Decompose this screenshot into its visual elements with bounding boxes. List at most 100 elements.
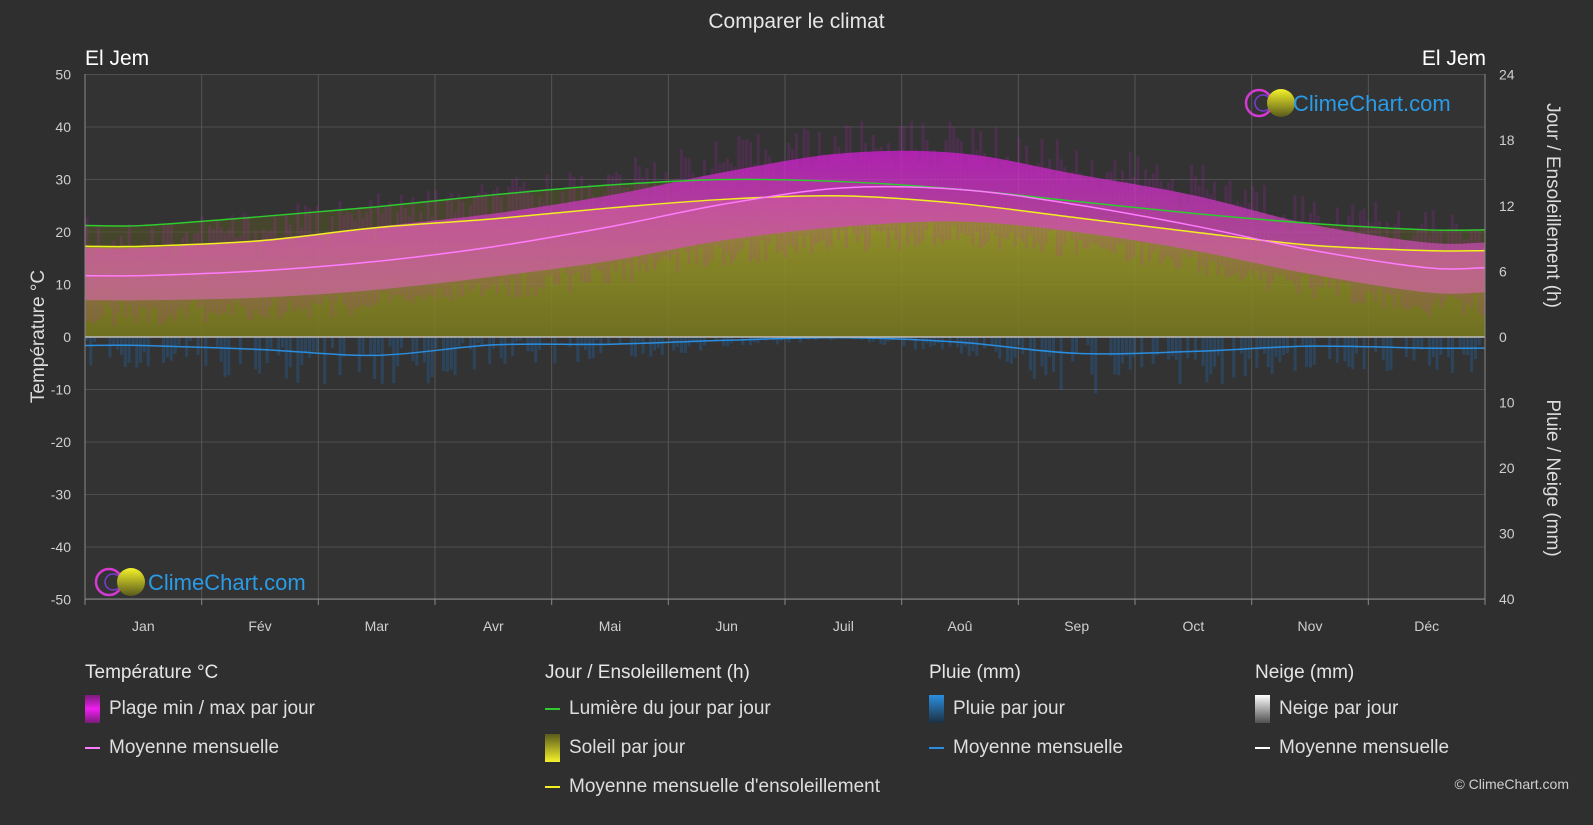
rain-bar — [1010, 337, 1013, 364]
rain-bar — [1117, 337, 1120, 375]
y-left-tick-label: 0 — [63, 329, 71, 345]
rain-bar — [534, 337, 537, 362]
legend-item: Lumière du jour par jour — [545, 698, 880, 720]
rain-bar — [726, 337, 729, 346]
rain-bar — [994, 337, 997, 352]
rain-bar — [1351, 337, 1354, 369]
y-left-tick-label: -20 — [51, 434, 71, 450]
rain-bar — [1205, 337, 1208, 382]
x-tick-label: Nov — [1298, 618, 1323, 634]
snow-mean-line-icon — [1255, 747, 1270, 749]
rain-bar — [998, 337, 1001, 359]
rain-bar — [204, 337, 207, 366]
rain-bar — [461, 337, 464, 343]
sunshine-mean-line-icon — [545, 786, 560, 788]
rain-bar — [937, 337, 940, 343]
rain-bar — [1466, 337, 1469, 355]
legend-label: Moyenne mensuelle — [1279, 737, 1449, 759]
rain-bar — [1451, 337, 1454, 373]
legend-item: Plage min / max par jour — [85, 698, 315, 720]
rain-bar — [1286, 337, 1289, 353]
rain-bar — [634, 337, 637, 357]
y-left-tick-label: -10 — [51, 382, 71, 398]
y-right-top-tick-label: 18 — [1499, 132, 1515, 148]
rain-bar — [434, 337, 437, 348]
rain-bar — [258, 337, 261, 374]
rain-bar — [89, 337, 92, 366]
rain-bar — [1309, 337, 1312, 368]
rain-bar — [488, 337, 491, 364]
legend-rain-title: Pluie (mm) — [929, 662, 1123, 684]
rain-bar — [1232, 337, 1235, 377]
rain-bar — [1432, 337, 1435, 357]
rain-bar — [1470, 337, 1473, 372]
rain-bar — [362, 337, 365, 354]
rain-bar — [680, 337, 683, 353]
rain-bar — [316, 337, 319, 351]
y-right-bottom-tick-label: 20 — [1499, 460, 1515, 476]
rain-bar — [1244, 337, 1247, 376]
rain-bar — [588, 337, 591, 359]
rain-bar — [1459, 337, 1462, 349]
rain-bar — [960, 337, 963, 354]
rain-bar — [914, 337, 917, 349]
rain-bar — [1060, 337, 1063, 390]
rain-bar — [584, 337, 587, 350]
rain-bar — [929, 337, 932, 347]
rain-bar — [450, 337, 453, 370]
y-right-bottom-tick-label: 10 — [1499, 395, 1515, 411]
rain-bar — [270, 337, 273, 348]
x-tick-label: Avr — [483, 618, 504, 634]
rain-bar — [139, 337, 142, 363]
rain-bar — [1167, 337, 1170, 359]
rain-bar — [281, 337, 284, 347]
legend-item: Pluie par jour — [929, 698, 1123, 720]
rain-bar — [695, 337, 698, 343]
rain-bar — [339, 337, 342, 375]
rain-bar — [300, 337, 303, 365]
rain-bar — [400, 337, 403, 348]
x-tick-label: Juil — [833, 618, 854, 634]
snow-swatch-icon — [1255, 695, 1270, 723]
rain-bar — [1175, 337, 1178, 360]
rain-bar — [511, 337, 514, 356]
rain-bar — [749, 337, 752, 345]
rain-bar — [170, 337, 173, 361]
rain-bar — [124, 337, 127, 367]
rain-bar — [1305, 337, 1308, 367]
rain-bar — [1052, 337, 1055, 372]
rain-bar — [1240, 337, 1243, 354]
rain-bar — [373, 337, 376, 379]
x-tick-label: Aoû — [948, 618, 973, 634]
x-tick-label: Sep — [1064, 618, 1089, 634]
rain-bar — [1428, 337, 1431, 366]
x-tick-label: Jan — [132, 618, 155, 634]
rain-bar — [227, 337, 230, 375]
rain-bar — [1040, 337, 1043, 367]
rain-bar — [254, 337, 257, 369]
rain-bar — [504, 337, 507, 364]
rain-bar — [220, 337, 223, 362]
rain-bar — [1094, 337, 1097, 393]
rain-bar — [1087, 337, 1090, 345]
y-left-tick-label: -30 — [51, 487, 71, 503]
legend-label: Neige par jour — [1279, 698, 1398, 720]
rain-bar — [1217, 337, 1220, 355]
y-right-bottom-tick-label: 30 — [1499, 526, 1515, 542]
x-tick-label: Mai — [599, 618, 622, 634]
rain-bar — [1328, 337, 1331, 359]
rain-bar — [1006, 337, 1009, 362]
rain-bar — [1386, 337, 1389, 371]
y-left-tick-label: 30 — [55, 172, 71, 188]
rain-bar — [1478, 337, 1481, 345]
rain-bar — [1171, 337, 1174, 356]
rain-bar — [131, 337, 134, 345]
rain-bar — [216, 337, 219, 348]
rain-bar — [296, 337, 299, 383]
y-right-top-tick-label: 0 — [1499, 329, 1507, 345]
rain-bar — [1447, 337, 1450, 357]
y-left-tick-label: 50 — [55, 67, 71, 83]
rain-bar — [649, 337, 652, 357]
rain-bar — [388, 337, 391, 346]
rain-bar — [174, 337, 177, 354]
